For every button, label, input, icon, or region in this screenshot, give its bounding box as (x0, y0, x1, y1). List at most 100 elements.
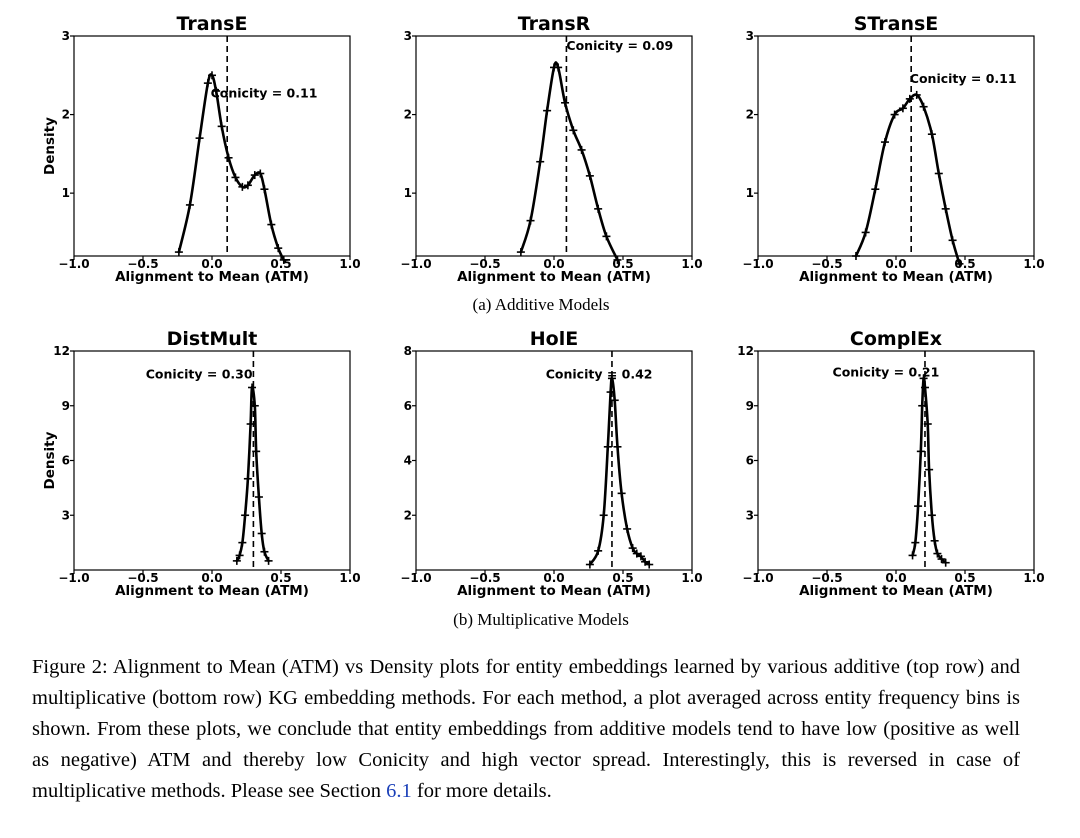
data-point-marker (561, 98, 570, 107)
data-point-marker (248, 383, 257, 392)
conicity-annotation: Conicity = 0.30 (146, 366, 253, 381)
data-point-marker (930, 536, 939, 545)
data-point-marker (212, 87, 221, 95)
y-tick-label: 1 (62, 186, 70, 200)
data-point-marker (174, 248, 183, 257)
x-tick-label: −1.0 (742, 257, 773, 271)
data-point-marker (908, 551, 917, 560)
plot-frame (415, 350, 693, 571)
data-point-marker (941, 204, 950, 213)
y-tick-label: 12 (53, 344, 70, 358)
conicity-annotation: Conicity = 0.11 (910, 71, 1017, 86)
data-point-marker (607, 374, 616, 383)
plot-frame (73, 35, 351, 257)
data-point-marker (246, 420, 255, 428)
chart-panel-complex: ComplEx −1.0 −0.5 0.0 0.5 1.0 3 6 9 12 Alignment t… (737, 328, 1044, 599)
data-point-marker (543, 106, 552, 115)
data-point-marker (880, 138, 889, 147)
data-point-marker (274, 244, 283, 253)
data-point-marker (948, 236, 957, 245)
data-point-marker (861, 228, 870, 237)
data-point-marker (260, 185, 269, 194)
plot-frame (757, 35, 1035, 257)
data-point-marker (594, 204, 603, 213)
data-point-marker (628, 544, 637, 553)
data-point-marker (185, 200, 194, 209)
y-tick-label: 1 (746, 186, 754, 200)
data-point-marker (243, 474, 252, 483)
data-point-marker (235, 551, 244, 560)
data-point-marker (267, 220, 276, 229)
data-point-marker (920, 383, 929, 392)
data-point-marker (599, 511, 608, 520)
y-tick-label: 2 (746, 108, 754, 122)
x-tick-label: 1.0 (339, 257, 360, 271)
data-point-marker (554, 63, 563, 72)
figure: (a) Additive Models (b) Multiplicative M… (42, 13, 1045, 629)
chart-title: TransR (518, 13, 591, 35)
data-point-marker (937, 555, 946, 564)
x-tick-label: −0.5 (127, 257, 158, 271)
data-point-marker (264, 556, 273, 565)
chart-panel-hole: HolE −1.0 −0.5 0.0 0.5 1.0 2 4 6 8 Alignment to Me… (400, 328, 702, 599)
plot-frame (73, 350, 351, 571)
y-tick-label: 2 (404, 508, 412, 522)
y-tick-label: 12 (737, 344, 754, 358)
data-point-marker (927, 130, 936, 139)
data-point-marker (623, 524, 632, 533)
data-point-marker (934, 169, 943, 178)
caption-text-end: for more details. (411, 780, 552, 802)
x-axis-label: Alignment to Mean (ATM) (799, 583, 993, 599)
data-point-marker (898, 104, 907, 113)
data-point-marker (241, 511, 250, 520)
data-point-marker (955, 259, 964, 268)
y-tick-label: 9 (62, 399, 70, 413)
x-axis-label: Alignment to Mean (ATM) (115, 583, 309, 599)
conicity-annotation: Conicity = 0.42 (546, 366, 653, 381)
data-point-marker (911, 538, 920, 547)
data-point-marker (256, 169, 265, 178)
y-tick-label: 3 (746, 508, 754, 522)
data-point-marker (257, 529, 266, 538)
data-point-marker (585, 171, 594, 180)
chart-title: HolE (530, 328, 578, 350)
y-tick-label: 6 (404, 399, 412, 413)
x-axis-label: Alignment to Mean (ATM) (799, 269, 993, 285)
conicity-annotation: Conicity = 0.09 (566, 38, 673, 53)
x-tick-label: 0.5 (270, 571, 291, 585)
data-point-marker (217, 122, 226, 131)
data-point-marker (238, 182, 247, 191)
data-point-marker (279, 255, 288, 264)
data-point-marker (636, 552, 645, 561)
x-tick-label: −0.5 (127, 571, 158, 585)
y-tick-label: 3 (746, 29, 754, 43)
data-point-marker (231, 173, 240, 182)
data-point-marker (569, 126, 578, 135)
y-tick-label: 6 (746, 454, 754, 468)
data-point-marker (606, 388, 615, 397)
x-tick-label: −1.0 (58, 571, 89, 585)
x-tick-label: 0.0 (543, 571, 564, 585)
data-point-marker (252, 447, 261, 456)
x-tick-label: −1.0 (400, 257, 431, 271)
x-tick-label: −0.5 (811, 257, 842, 271)
data-point-marker (577, 145, 586, 154)
data-point-marker (232, 556, 241, 565)
x-tick-label: 1.0 (1023, 257, 1044, 271)
x-tick-label: 1.0 (1023, 571, 1044, 585)
data-point-marker (645, 560, 654, 569)
data-point-marker (613, 442, 622, 451)
y-tick-label: 2 (62, 108, 70, 122)
x-tick-label: 0.0 (885, 571, 906, 585)
density-curve (519, 61, 619, 262)
data-point-marker (613, 255, 622, 264)
data-point-marker (610, 396, 619, 405)
conicity-annotation: Conicity = 0.11 (211, 85, 318, 100)
section-link[interactable]: 6.1 (386, 780, 412, 802)
data-point-marker (641, 557, 650, 566)
data-point-marker (585, 560, 594, 569)
data-point-marker (594, 546, 603, 555)
